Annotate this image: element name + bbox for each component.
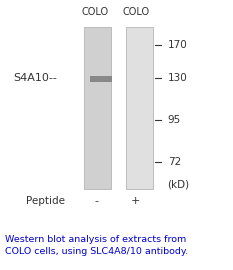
FancyBboxPatch shape [90,76,112,82]
Text: Peptide: Peptide [26,196,65,206]
Text: COLO: COLO [123,7,150,17]
Text: Western blot analysis of extracts from
COLO cells, using SLC4A8/10 antibody.: Western blot analysis of extracts from C… [4,235,188,256]
Text: 170: 170 [168,39,188,50]
FancyBboxPatch shape [84,27,111,189]
Text: S4A10--: S4A10-- [14,73,58,83]
Text: 130: 130 [168,73,188,83]
Text: -: - [94,196,98,206]
Text: 95: 95 [168,115,181,125]
Text: +: + [130,196,140,206]
Text: (kD): (kD) [167,180,189,190]
Text: COLO: COLO [82,7,109,17]
Text: 72: 72 [168,157,181,167]
FancyBboxPatch shape [126,27,153,189]
